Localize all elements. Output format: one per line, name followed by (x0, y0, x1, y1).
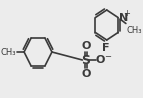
Text: −: − (104, 53, 111, 62)
Text: N: N (119, 13, 128, 23)
Text: CH₃: CH₃ (1, 48, 16, 57)
Text: O: O (95, 55, 105, 65)
Text: F: F (102, 43, 110, 53)
Text: O: O (81, 69, 91, 79)
Text: CH₃: CH₃ (127, 25, 142, 34)
Text: O: O (81, 41, 91, 51)
Text: S: S (81, 54, 90, 67)
Text: +: + (123, 9, 130, 18)
